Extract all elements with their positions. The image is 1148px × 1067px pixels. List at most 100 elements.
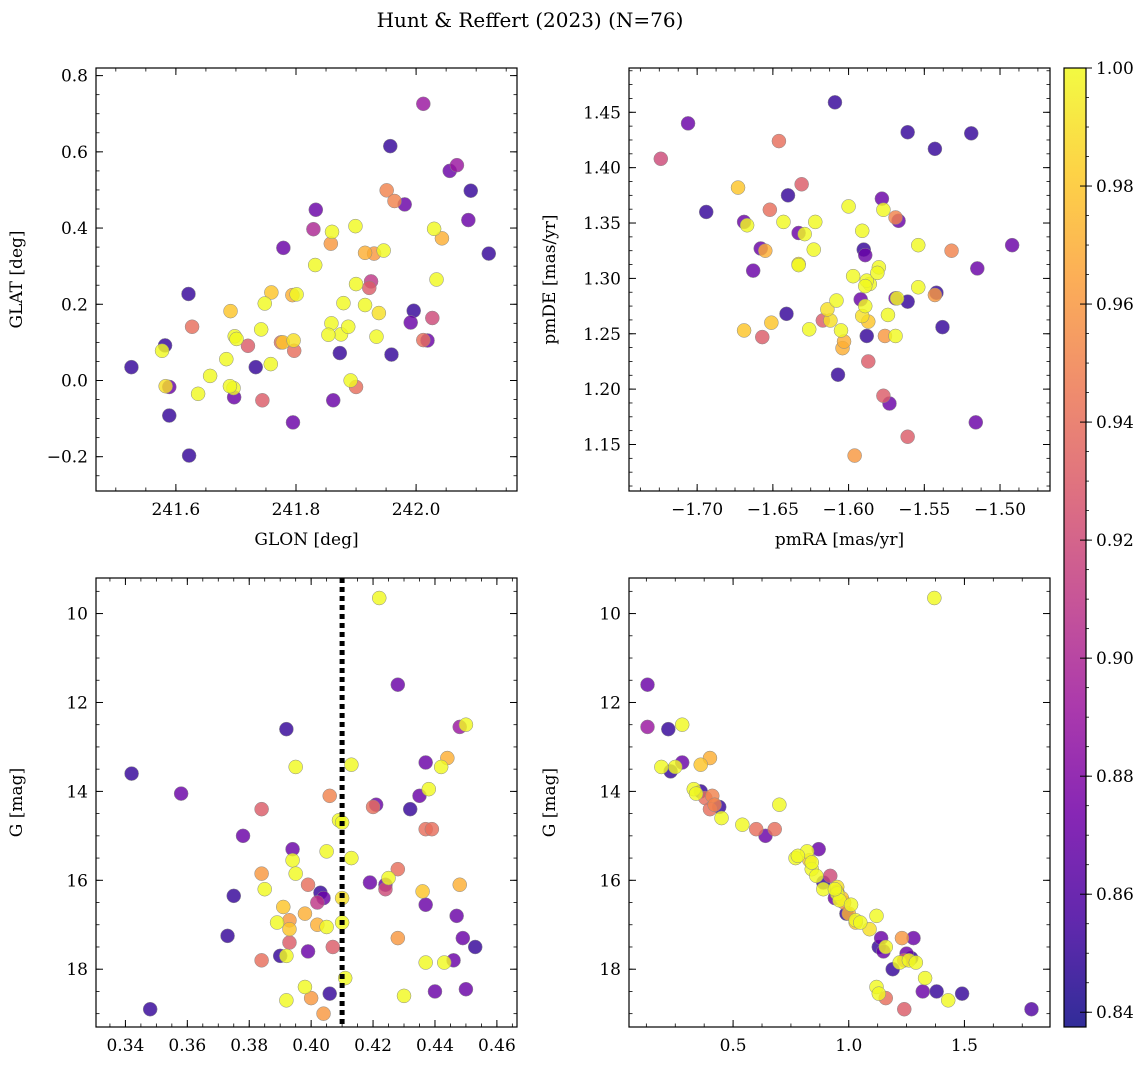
data-point[interactable]	[845, 268, 861, 284]
data-point[interactable]	[402, 801, 418, 817]
data-point[interactable]	[771, 133, 787, 149]
data-point[interactable]	[124, 766, 139, 781]
data-point[interactable]	[383, 138, 398, 154]
data-point[interactable]	[322, 986, 337, 1001]
data-point[interactable]	[808, 214, 823, 230]
data-point[interactable]	[300, 877, 316, 892]
data-point[interactable]	[878, 939, 894, 955]
data-point[interactable]	[253, 322, 269, 337]
data-point[interactable]	[640, 677, 655, 692]
data-point[interactable]	[387, 193, 402, 209]
data-point[interactable]	[911, 280, 926, 295]
data-point[interactable]	[332, 345, 348, 361]
data-point[interactable]	[714, 810, 729, 826]
data-point[interactable]	[653, 151, 669, 167]
data-point[interactable]	[929, 984, 944, 999]
data-point[interactable]	[767, 821, 782, 837]
data-point[interactable]	[888, 328, 903, 344]
data-point[interactable]	[264, 285, 279, 300]
data-point[interactable]	[827, 95, 843, 110]
data-point[interactable]	[279, 993, 294, 1008]
data-point[interactable]	[254, 953, 269, 968]
data-point[interactable]	[876, 388, 891, 404]
data-point[interactable]	[321, 327, 336, 343]
data-point[interactable]	[142, 1001, 158, 1017]
data-point[interactable]	[809, 868, 824, 884]
data-point[interactable]	[820, 302, 835, 317]
data-point[interactable]	[847, 448, 862, 463]
data-point[interactable]	[797, 226, 812, 242]
data-point[interactable]	[371, 305, 387, 321]
data-point[interactable]	[927, 141, 943, 157]
data-point[interactable]	[429, 272, 444, 287]
data-point[interactable]	[640, 719, 655, 735]
data-point[interactable]	[935, 319, 950, 335]
data-point[interactable]	[794, 177, 809, 192]
data-point[interactable]	[255, 393, 270, 408]
data-point[interactable]	[357, 297, 373, 313]
data-point[interactable]	[336, 295, 351, 311]
data-point[interactable]	[853, 915, 868, 930]
data-point[interactable]	[854, 223, 870, 239]
data-point[interactable]	[927, 287, 943, 303]
data-point[interactable]	[859, 328, 875, 344]
data-point[interactable]	[379, 183, 394, 198]
data-point[interactable]	[282, 921, 297, 937]
data-point[interactable]	[940, 993, 956, 1008]
data-point[interactable]	[806, 242, 822, 257]
data-point[interactable]	[830, 367, 846, 382]
data-point[interactable]	[871, 986, 887, 1001]
data-point[interactable]	[390, 861, 406, 877]
data-point[interactable]	[426, 221, 442, 237]
data-point[interactable]	[390, 930, 406, 946]
data-point[interactable]	[319, 919, 334, 935]
data-point[interactable]	[416, 96, 431, 112]
data-point[interactable]	[162, 408, 177, 423]
data-point[interactable]	[418, 897, 433, 912]
data-point[interactable]	[857, 247, 873, 263]
data-point[interactable]	[762, 202, 778, 217]
data-point[interactable]	[745, 263, 761, 278]
data-point[interactable]	[390, 677, 406, 692]
data-point[interactable]	[344, 850, 359, 866]
data-point[interactable]	[288, 866, 303, 881]
data-point[interactable]	[970, 261, 985, 276]
data-point[interactable]	[369, 329, 384, 344]
data-point[interactable]	[384, 347, 399, 362]
data-point[interactable]	[254, 801, 269, 817]
data-point[interactable]	[381, 870, 396, 886]
data-point[interactable]	[223, 303, 238, 319]
data-point[interactable]	[661, 721, 676, 737]
data-point[interactable]	[254, 866, 269, 881]
data-point[interactable]	[424, 821, 440, 837]
data-point[interactable]	[772, 797, 787, 812]
data-point[interactable]	[421, 781, 437, 797]
data-point[interactable]	[181, 448, 197, 463]
data-point[interactable]	[372, 590, 387, 606]
data-point[interactable]	[735, 817, 750, 832]
data-point[interactable]	[804, 855, 819, 870]
data-point[interactable]	[833, 323, 849, 338]
data-point[interactable]	[307, 257, 323, 273]
data-point[interactable]	[310, 895, 325, 910]
data-point[interactable]	[1024, 1001, 1039, 1017]
data-point[interactable]	[455, 930, 471, 946]
data-point[interactable]	[276, 899, 291, 915]
data-point[interactable]	[288, 759, 303, 775]
data-point[interactable]	[463, 183, 479, 198]
data-point[interactable]	[707, 797, 722, 812]
data-point[interactable]	[222, 378, 238, 394]
data-point[interactable]	[861, 354, 876, 369]
data-point[interactable]	[693, 757, 708, 772]
data-point[interactable]	[915, 984, 931, 999]
data-point[interactable]	[322, 788, 337, 804]
data-point[interactable]	[434, 231, 450, 246]
data-point[interactable]	[481, 246, 497, 261]
data-point[interactable]	[927, 590, 942, 606]
data-point[interactable]	[308, 202, 324, 218]
data-point[interactable]	[748, 821, 764, 837]
data-point[interactable]	[316, 1006, 331, 1021]
data-point[interactable]	[286, 333, 301, 348]
data-point[interactable]	[226, 888, 241, 904]
data-point[interactable]	[458, 717, 474, 732]
